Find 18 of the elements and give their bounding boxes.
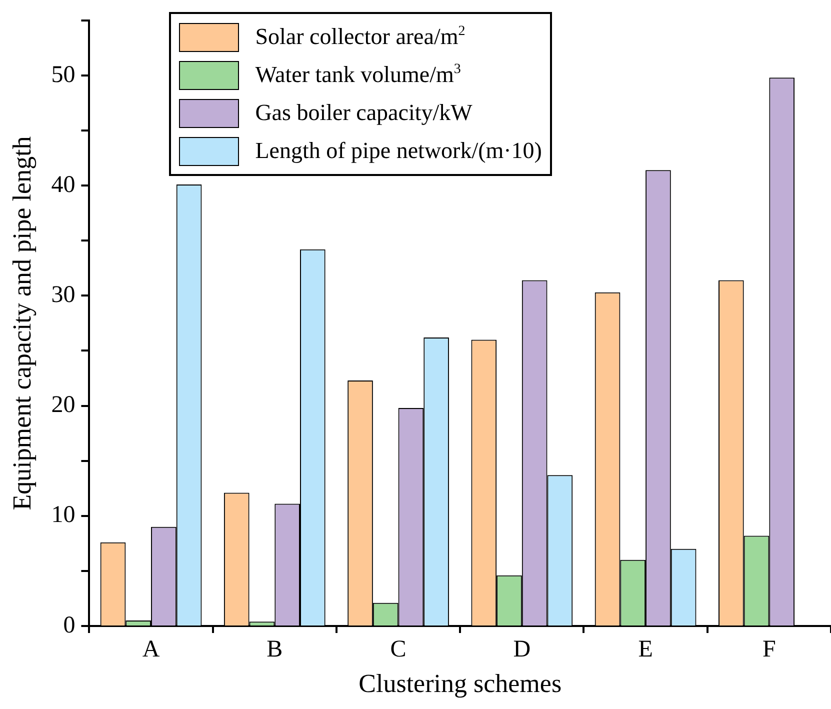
y-tick-label: 20 — [51, 392, 76, 418]
legend-label: Water tank volume/m$^{3}$ — [255, 62, 461, 88]
y-tick-label: 50 — [51, 62, 76, 88]
x-tick-label: C — [390, 636, 406, 663]
y-tick-label: 40 — [51, 172, 76, 198]
y-tick-label: 10 — [51, 502, 76, 528]
y-axis-title: Equipment capacity and pipe length — [7, 136, 36, 510]
x-tick-label: D — [513, 636, 531, 663]
legend-label: Gas boiler capacity/kW — [255, 100, 472, 126]
x-tick-label: B — [266, 636, 283, 663]
legend-label: Solar collector area/m$^{2}$ — [255, 24, 466, 50]
x-tick-label: E — [638, 636, 653, 663]
x-tick-label: A — [142, 636, 160, 663]
x-axis-title: Clustering schemes — [358, 669, 562, 698]
x-tick-label: F — [762, 636, 776, 663]
y-tick-label: 0 — [63, 612, 76, 638]
legend-label: Length of pipe network/(m·10) — [255, 138, 542, 164]
y-tick-label: 30 — [51, 282, 76, 308]
